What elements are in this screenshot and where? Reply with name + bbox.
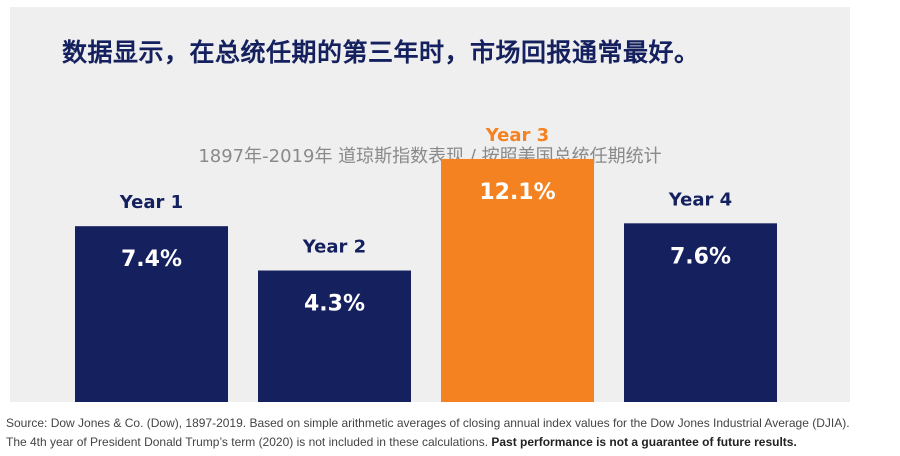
bar-4 <box>624 223 777 402</box>
chart-panel: 数据显示，在总统任期的第三年时，市场回报通常最好。 1897年-2019年 道琼… <box>10 7 850 402</box>
category-label-3: Year 3 <box>485 125 549 146</box>
bar-value-label-4: 7.6% <box>670 244 731 269</box>
bar-chart: 7.4% Year 1 4.3% Year 2 12.1% Year 3 7.6% Year … <box>75 125 777 402</box>
source-line-2: The 4th year of President Donald Trump’s… <box>6 433 896 452</box>
bar-value-label-2: 4.3% <box>304 292 365 317</box>
bar-1 <box>75 226 228 402</box>
source-line-2-text: The 4th year of President Donald Trump’s… <box>6 435 492 449</box>
bar-value-label-1: 7.4% <box>121 247 182 272</box>
bar-3 <box>441 158 594 402</box>
source-line-1: Source: Dow Jones & Co. (Dow), 1897-2019… <box>6 416 850 430</box>
category-label-2: Year 2 <box>302 237 366 258</box>
source-note: Source: Dow Jones & Co. (Dow), 1897-2019… <box>6 414 896 452</box>
category-label-4: Year 4 <box>668 189 732 210</box>
category-label-1: Year 1 <box>119 192 183 213</box>
bar-2 <box>258 270 411 402</box>
disclaimer-text: Past performance is not a guarantee of f… <box>491 435 797 449</box>
headline: 数据显示，在总统任期的第三年时，市场回报通常最好。 <box>62 38 700 67</box>
bar-value-label-3: 12.1% <box>479 180 555 205</box>
